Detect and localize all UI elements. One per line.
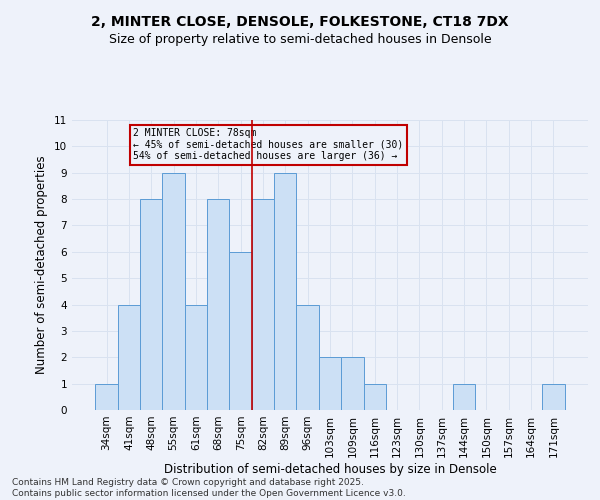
Y-axis label: Number of semi-detached properties: Number of semi-detached properties: [35, 156, 49, 374]
Bar: [207, 199, 229, 410]
Bar: [364, 384, 386, 410]
Bar: [229, 252, 252, 410]
Bar: [274, 172, 296, 410]
Text: Size of property relative to semi-detached houses in Densole: Size of property relative to semi-detach…: [109, 32, 491, 46]
Bar: [185, 304, 207, 410]
Bar: [296, 304, 319, 410]
Bar: [252, 199, 274, 410]
Text: 2 MINTER CLOSE: 78sqm
← 45% of semi-detached houses are smaller (30)
54% of semi: 2 MINTER CLOSE: 78sqm ← 45% of semi-deta…: [133, 128, 404, 161]
Bar: [140, 199, 163, 410]
Bar: [341, 358, 364, 410]
Text: 2, MINTER CLOSE, DENSOLE, FOLKESTONE, CT18 7DX: 2, MINTER CLOSE, DENSOLE, FOLKESTONE, CT…: [91, 15, 509, 29]
Bar: [95, 384, 118, 410]
Bar: [118, 304, 140, 410]
Text: Contains HM Land Registry data © Crown copyright and database right 2025.
Contai: Contains HM Land Registry data © Crown c…: [12, 478, 406, 498]
Bar: [453, 384, 475, 410]
X-axis label: Distribution of semi-detached houses by size in Densole: Distribution of semi-detached houses by …: [164, 462, 496, 475]
Bar: [319, 358, 341, 410]
Bar: [542, 384, 565, 410]
Bar: [163, 172, 185, 410]
